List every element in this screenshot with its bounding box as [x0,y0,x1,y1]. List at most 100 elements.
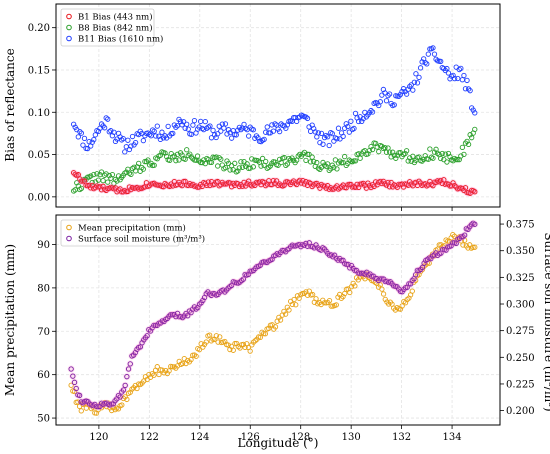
legend-marker-soil-moisture [66,235,72,242]
b8-point [239,164,246,170]
b11-point [425,51,431,57]
b11-point [304,115,311,122]
precipitation-point [146,371,152,378]
precipitation-point [75,399,81,405]
b11-point [399,88,405,95]
b11-point [385,92,391,99]
b1-point [221,181,227,187]
b11-point [320,141,326,147]
b11-point [445,70,452,76]
b11-point [348,118,354,124]
b8-point [368,143,374,150]
precipitation-point [380,291,387,297]
b11-point [323,132,329,139]
b11-point [151,128,157,134]
b11-point [430,45,436,51]
b11-point [391,102,397,108]
top-panel: 0.00 0.05 0.10 0.15 0.20 Bias of reflectance… [3,3,501,211]
b11-point [458,65,464,72]
b11-point [303,114,309,120]
b11-point [140,137,147,144]
b11-point [119,137,125,143]
b8-point [123,169,129,175]
b8-point [88,173,94,179]
precipitation-point [179,360,186,367]
b11-point [343,121,349,127]
soil-moisture-point [264,259,270,266]
b11-point [95,128,102,135]
b11-point [242,125,249,132]
b11-point [103,115,109,121]
precipitation-point [164,370,171,377]
soil-moisture-point [70,373,76,379]
bottom-y-tick-label: 50 [37,414,50,425]
b11-point [467,88,473,94]
b11-point [157,136,164,143]
top-y-tick-label: 0.05 [28,150,50,161]
precipitation-point [460,242,466,248]
soil-moisture-point [409,277,415,284]
soil-moisture-point [71,379,78,385]
precipitation-point [281,308,287,315]
b8-point [105,179,111,185]
b8-point [194,153,201,159]
b11-point [120,135,126,142]
b8-point [109,171,116,178]
soil-moisture-point [240,276,247,282]
b1-point [249,183,255,189]
b8-point [250,164,256,170]
b8-point [306,151,312,157]
bottom-x-ticks: 120 122 124 126 128 130 132 134 [89,425,462,443]
bottom-points [67,219,479,416]
bottom-grid [56,215,500,425]
legend-marker-b1 [66,13,72,20]
b1-point [438,177,444,184]
b8-point [236,165,243,171]
b11-point [270,128,277,134]
soil-moisture-point [168,312,174,318]
b11-point [128,143,134,149]
top-y-tick-label: 0.20 [28,23,50,34]
b8-point [390,149,396,155]
x-tick-label: 130 [342,432,361,443]
top-y-tick-label: 0.10 [28,108,50,119]
b11-point [238,126,244,133]
b8-point [190,156,196,162]
b11-point [170,130,176,137]
precipitation-point [338,295,345,301]
precipitation-point [166,368,172,374]
b11-point [86,138,92,145]
right-y-tick-label: 0.300 [506,300,535,311]
right-y-tick-label: 0.350 [506,246,535,257]
top-grid [56,4,500,207]
b8-point [311,158,317,165]
b11-point [329,130,335,137]
precipitation-point [156,371,162,378]
bottom-panel: 50 60 70 80 90 0.200 0.225 0.250 0.275 0.300 0.32… [3,214,550,450]
b11-point [184,121,190,127]
b11-point [207,123,213,129]
b8-point [269,160,275,166]
soil-moisture-point [472,221,478,227]
b11-point [198,118,204,125]
b11-point [345,123,351,130]
precipitation-point [282,311,289,317]
b8-point [442,151,448,157]
b11-point [379,92,385,98]
b11-point [125,137,131,143]
bottom-y-tick-label: 60 [37,370,50,381]
b8-point [205,157,212,163]
b11-point [77,129,83,135]
b1-point [261,179,267,186]
bottom-left-y-ticks: 50 60 70 80 90 [37,240,56,425]
b11-point [196,124,202,130]
b11-point [335,125,342,131]
b11-point [190,122,196,128]
b11-point [210,127,216,134]
soil-moisture-point [144,333,150,339]
b11-point [122,149,128,155]
b8-point [185,152,191,159]
b11-point [111,129,117,135]
precipitation-point [277,317,284,323]
